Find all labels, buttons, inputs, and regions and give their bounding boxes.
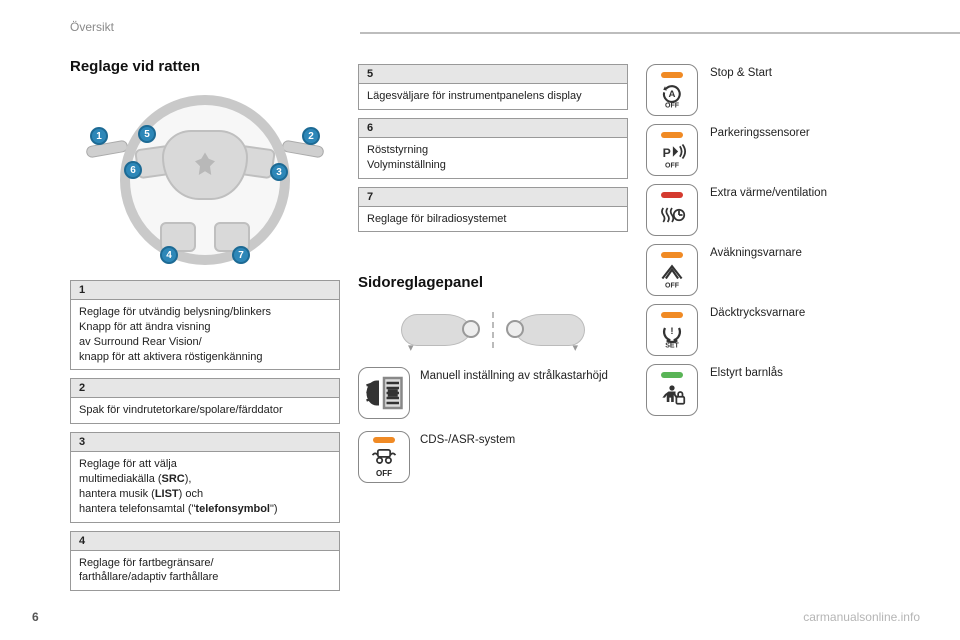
- steering-wheel-diagram: 1 2 3 4 5 6 7: [80, 85, 330, 270]
- control-button-icon: P OFF: [646, 124, 698, 176]
- numbered-box-header: 3: [71, 433, 339, 452]
- row-cds-asr: OFF CDS-/ASR-system: [358, 431, 628, 483]
- dash-left: ▾: [388, 308, 484, 352]
- control-label: Elstyrt barnlås: [710, 364, 783, 381]
- control-button-icon: OFF: [646, 244, 698, 296]
- numbered-box-header: 2: [71, 379, 339, 398]
- control-button-icon: A OFF: [646, 64, 698, 116]
- park-icon: P OFF: [656, 141, 688, 169]
- led-icon: [661, 312, 683, 318]
- control-button-icon: [646, 184, 698, 236]
- led-icon: [661, 372, 683, 378]
- breadcrumb: Översikt: [70, 20, 114, 34]
- control-row: ! SET Däcktrycksvarnare: [646, 304, 920, 356]
- numbered-box-5: 5Lägesväljare för instrumentpanelens dis…: [358, 64, 628, 110]
- dash-right: ▾: [502, 308, 598, 352]
- numbered-box-body: Reglage för att väljamultimediakälla (SR…: [71, 452, 339, 521]
- watermark: carmanualsonline.info: [803, 610, 920, 624]
- numbered-box-1: 1Reglage för utvändig belysning/blinkers…: [70, 280, 340, 370]
- off-text: OFF: [376, 469, 392, 478]
- page: Översikt 6 carmanualsonline.info Reglage…: [0, 0, 960, 640]
- childlock-icon: [656, 381, 688, 409]
- page-number: 6: [32, 610, 39, 624]
- cds-asr-label: CDS-/ASR-system: [420, 431, 515, 448]
- svg-text:SET: SET: [665, 342, 679, 349]
- dash-divider: [492, 312, 494, 348]
- svg-text:OFF: OFF: [665, 282, 680, 289]
- panel-location-diagram: ▾ ▾: [378, 303, 608, 357]
- numbered-box-4: 4Reglage för fartbegränsare/farthållare/…: [70, 531, 340, 592]
- numbered-box-header: 1: [71, 281, 339, 300]
- col-right: A OFF Stop & Start P OFF Parkeringssensorer Ex…: [646, 58, 920, 618]
- header-rule: [0, 32, 960, 34]
- brand-lion-icon: [190, 150, 220, 180]
- lane-icon: OFF: [656, 261, 688, 289]
- led-icon: [661, 192, 683, 198]
- numbered-box-body: Reglage för bilradiosystemet: [359, 207, 627, 232]
- headlamp-level-icon: [358, 367, 410, 419]
- left-box-list: 1Reglage för utvändig belysning/blinkers…: [70, 280, 340, 599]
- pin-4: 4: [160, 246, 178, 264]
- control-label: Stop & Start: [710, 64, 772, 81]
- col-left: Reglage vid ratten 1 2 3 4 5 6 7: [70, 58, 340, 618]
- control-label: Däcktrycksvarnare: [710, 304, 805, 321]
- control-row: A OFF Stop & Start: [646, 64, 920, 116]
- numbered-box-6: 6RöststyrningVolyminställning: [358, 118, 628, 179]
- pin-1: 1: [90, 127, 108, 145]
- numbered-box-header: 6: [359, 119, 627, 138]
- control-row: P OFF Parkeringssensorer: [646, 124, 920, 176]
- numbered-box-header: 5: [359, 65, 627, 84]
- numbered-box-body: Reglage för utvändig belysning/blinkersK…: [71, 300, 339, 369]
- numbered-box-header: 7: [359, 188, 627, 207]
- control-label: Extra värme/ventilation: [710, 184, 827, 201]
- led-icon: [661, 132, 683, 138]
- numbered-box-7: 7Reglage för bilradiosystemet: [358, 187, 628, 233]
- numbered-box-2: 2Spak för vindrutetorkare/spolare/färdda…: [70, 378, 340, 424]
- tpms-icon: ! SET: [656, 321, 688, 349]
- svg-text:OFF: OFF: [665, 102, 680, 109]
- heat-icon: [656, 201, 688, 229]
- svg-text:A: A: [669, 88, 676, 99]
- control-row: OFF Aväkningsvarnare: [646, 244, 920, 296]
- led-icon: [661, 252, 683, 258]
- pin-6: 6: [124, 161, 142, 179]
- numbered-box-body: Spak för vindrutetorkare/spolare/färddat…: [71, 398, 339, 423]
- headlamp-level-label: Manuell inställning av strålkastarhöjd: [420, 367, 608, 384]
- control-row: Elstyrt barnlås: [646, 364, 920, 416]
- control-label: Aväkningsvarnare: [710, 244, 802, 261]
- mid-box-list: 5Lägesväljare för instrumentpanelens dis…: [358, 64, 628, 240]
- row-headlamp-level: Manuell inställning av strålkastarhöjd: [358, 367, 628, 419]
- svg-text:P: P: [663, 145, 671, 159]
- led-icon: [661, 72, 683, 78]
- control-row: Extra värme/ventilation: [646, 184, 920, 236]
- numbered-box-body: Reglage för fartbegränsare/farthållare/a…: [71, 551, 339, 591]
- cds-asr-icon: OFF: [358, 431, 410, 483]
- numbered-box-3: 3Reglage för att väljamultimediakälla (S…: [70, 432, 340, 522]
- numbered-box-body: RöststyrningVolyminställning: [359, 138, 627, 178]
- a-off-icon: A OFF: [656, 81, 688, 109]
- columns: Reglage vid ratten 1 2 3 4 5 6 7: [70, 58, 920, 618]
- svg-text:!: !: [670, 326, 673, 337]
- pin-2: 2: [302, 127, 320, 145]
- col-mid: 5Lägesväljare för instrumentpanelens dis…: [358, 58, 628, 618]
- control-button-icon: ! SET: [646, 304, 698, 356]
- pin-3: 3: [270, 163, 288, 181]
- wheel-hub: [162, 130, 248, 200]
- numbered-box-header: 4: [71, 532, 339, 551]
- heading-steering: Reglage vid ratten: [70, 58, 340, 75]
- svg-text:OFF: OFF: [665, 162, 680, 169]
- control-button-icon: [646, 364, 698, 416]
- heading-sidepanel: Sidoreglagepanel: [358, 274, 628, 291]
- stalk-right: [281, 139, 324, 158]
- numbered-box-body: Lägesväljare för instrumentpanelens disp…: [359, 84, 627, 109]
- led-icon: [373, 437, 395, 443]
- right-button-list: A OFF Stop & Start P OFF Parkeringssensorer Ex…: [646, 64, 920, 416]
- pin-5: 5: [138, 125, 156, 143]
- control-label: Parkeringssensorer: [710, 124, 810, 141]
- pin-7: 7: [232, 246, 250, 264]
